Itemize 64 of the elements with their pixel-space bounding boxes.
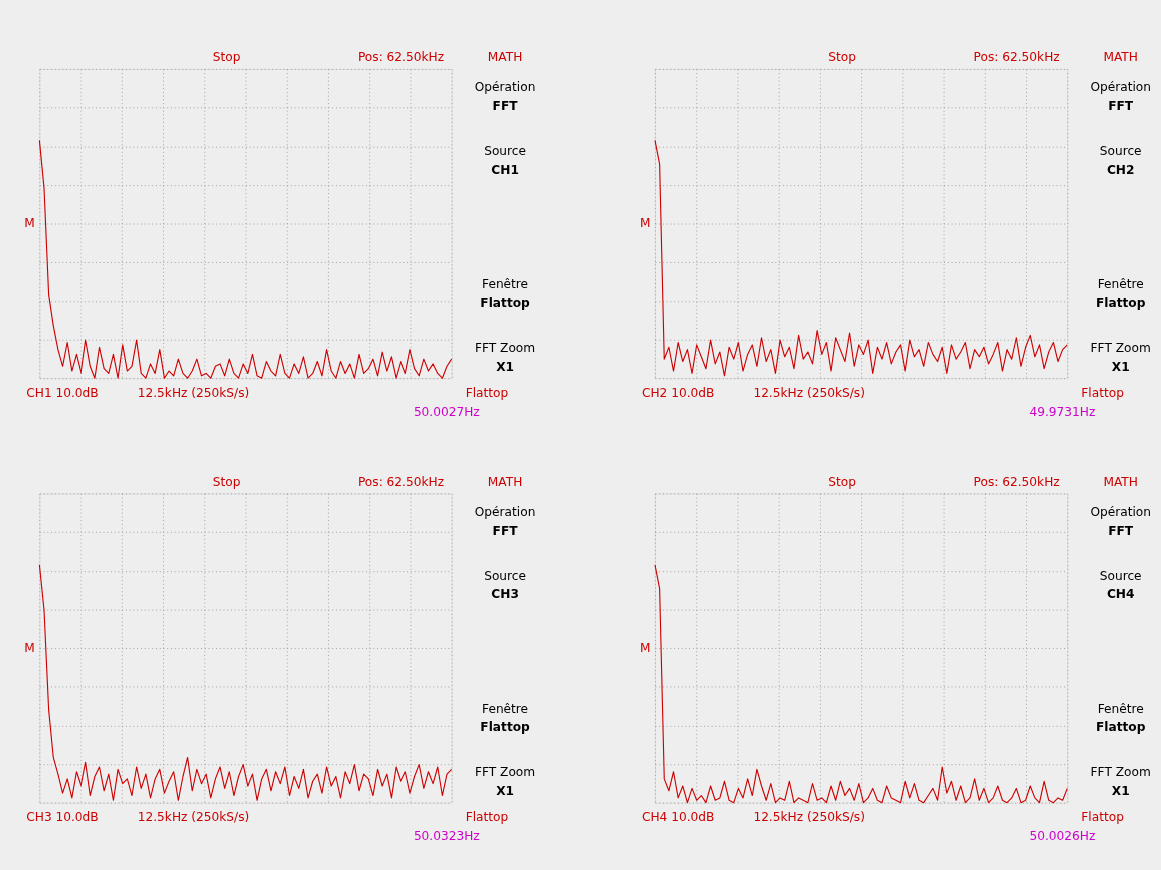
text: Opération <box>1090 80 1151 95</box>
text: CH3 10.0dB <box>26 810 99 825</box>
text: Source <box>484 144 526 159</box>
text: X1 <box>1111 359 1130 374</box>
text: M <box>640 640 651 655</box>
text: FFT <box>1108 99 1134 114</box>
text: Pos: 62.50kHz <box>357 50 445 65</box>
text: MATH <box>1103 474 1138 489</box>
text: FFT Zoom <box>1090 340 1151 355</box>
text: Flattop <box>1081 810 1125 825</box>
text: Flattop <box>465 810 509 825</box>
text: Fenêtre <box>482 277 529 292</box>
text: 12.5kHz (250kS/s) <box>753 385 865 400</box>
text: Stop <box>212 474 241 489</box>
text: 12.5kHz (250kS/s) <box>137 810 250 825</box>
text: Flattop <box>480 720 531 735</box>
text: CH4 10.0dB <box>641 810 715 825</box>
text: FFT <box>1108 523 1134 538</box>
text: 50.0027Hz <box>413 404 480 419</box>
text: Pos: 62.50kHz <box>973 50 1060 65</box>
text: MATH <box>1103 50 1138 65</box>
text: Flattop <box>1096 295 1146 310</box>
text: CH1 <box>491 162 519 177</box>
text: Opération <box>474 504 536 519</box>
text: Fenêtre <box>1097 277 1144 292</box>
text: FFT <box>492 99 519 114</box>
text: Opération <box>474 80 536 95</box>
text: Source <box>484 568 526 583</box>
text: FFT Zoom <box>474 765 536 780</box>
text: CH2 10.0dB <box>641 385 715 400</box>
text: Stop <box>828 50 857 65</box>
text: CH3 <box>491 587 519 602</box>
text: Flattop <box>465 385 509 400</box>
text: X1 <box>1111 784 1130 799</box>
text: MATH <box>487 50 523 65</box>
text: Flattop <box>480 295 531 310</box>
text: Stop <box>828 474 857 489</box>
text: FFT Zoom <box>1090 765 1151 780</box>
text: 50.0026Hz <box>1029 829 1096 844</box>
text: Fenêtre <box>1097 701 1144 716</box>
text: Flattop <box>1081 385 1125 400</box>
text: M <box>24 640 35 655</box>
text: Opération <box>1090 504 1151 519</box>
text: Flattop <box>1096 720 1146 735</box>
text: Source <box>1099 568 1142 583</box>
text: FFT Zoom <box>474 340 536 355</box>
text: FFT <box>492 523 519 538</box>
text: 12.5kHz (250kS/s) <box>753 810 865 825</box>
text: Pos: 62.50kHz <box>357 474 445 489</box>
text: M <box>640 216 651 231</box>
text: Stop <box>212 50 241 65</box>
text: CH4 <box>1106 587 1135 602</box>
text: X1 <box>496 359 514 374</box>
text: Source <box>1099 144 1142 159</box>
text: Pos: 62.50kHz <box>973 474 1060 489</box>
text: X1 <box>496 784 514 799</box>
text: MATH <box>487 474 523 489</box>
text: CH2 <box>1106 162 1135 177</box>
text: Fenêtre <box>482 701 529 716</box>
text: 49.9731Hz <box>1029 404 1096 419</box>
text: M <box>24 216 35 231</box>
text: 12.5kHz (250kS/s) <box>137 385 250 400</box>
text: CH1 10.0dB <box>26 385 99 400</box>
text: 50.0323Hz <box>413 829 480 844</box>
